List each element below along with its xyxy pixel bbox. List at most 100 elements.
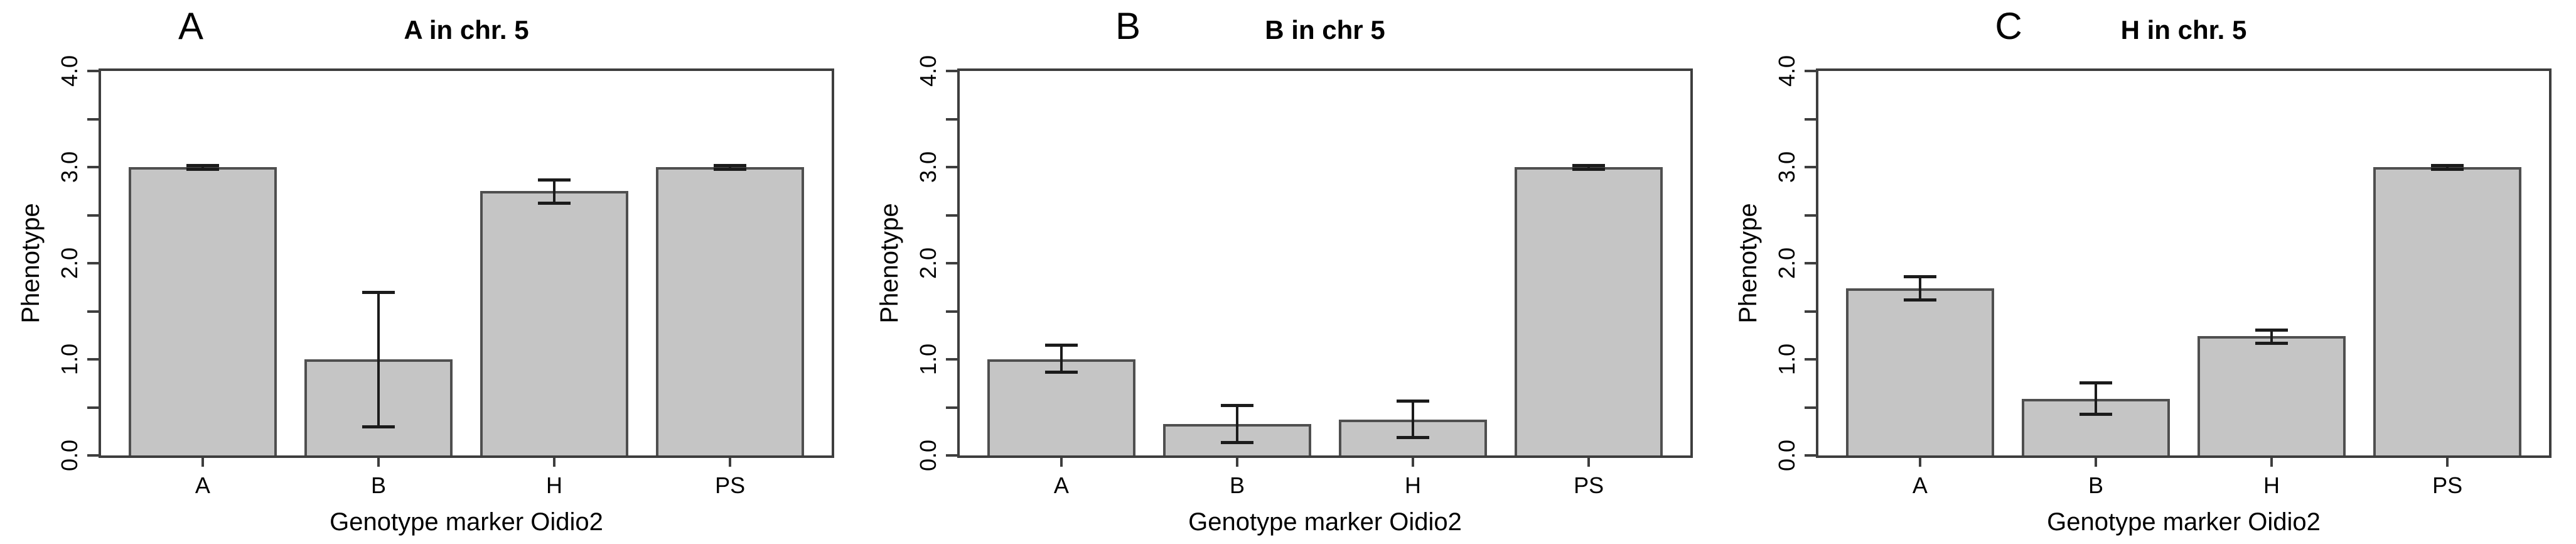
y-axis-tick-label: 3.0 [1774, 151, 1800, 183]
y-axis-tick-label: 0.0 [1774, 439, 1800, 472]
x-axis-tick-label: B [2088, 472, 2103, 498]
bar [2197, 336, 2346, 455]
x-axis-tick-label: A [1053, 472, 1069, 498]
y-axis-tick [946, 214, 957, 217]
error-bar-cap-bottom [1397, 435, 1430, 439]
error-bar-line [553, 179, 556, 203]
error-bar-cap-top [1572, 163, 1606, 167]
error-bar-line [1235, 405, 1238, 442]
error-bar-cap-top [2255, 328, 2289, 332]
error-bar-cap-top [186, 163, 219, 167]
y-axis-tick [1805, 70, 1816, 72]
error-bar-line [2094, 382, 2097, 415]
error-bar-cap-bottom [1044, 370, 1078, 374]
bar-chart-panel-A: A A in chr. 5 0.0 1.0 2.0 3.0 4.0 Phenotype A B H P… [0, 0, 859, 544]
y-axis-tick-label: 2.0 [1774, 247, 1800, 280]
y-axis-tick-label: 4.0 [1774, 55, 1800, 87]
error-bar-line [2446, 165, 2449, 170]
y-axis-tick-label: 4.0 [56, 55, 82, 87]
error-bar-cap-top [2079, 381, 2112, 384]
y-axis-tick [87, 262, 99, 264]
plot-title: B in chr 5 [1265, 15, 1385, 45]
x-axis-tick-label: A [1912, 472, 1928, 498]
x-axis-tick [553, 458, 556, 467]
y-axis-tick-label: 3.0 [56, 151, 82, 183]
x-axis-tick [1587, 458, 1591, 467]
y-axis-tick [946, 262, 957, 264]
x-axis-tick [1060, 458, 1063, 467]
y-axis-tick [87, 310, 99, 313]
x-axis-title: Genotype marker Oidio2 [330, 508, 603, 536]
error-bar-cap-top [1044, 344, 1078, 347]
plot-title: A in chr. 5 [404, 15, 529, 45]
y-axis-tick [1805, 117, 1816, 121]
panel-letter: C [1995, 5, 2022, 47]
y-axis-tick-label: 1.0 [56, 343, 82, 376]
x-axis-tick [2270, 458, 2273, 467]
x-axis-tick-label: H [546, 472, 563, 498]
bar [655, 167, 805, 455]
error-bar-cap-bottom [2431, 168, 2464, 171]
y-axis-tick-label: 2.0 [56, 247, 82, 280]
bar [480, 191, 629, 455]
x-axis-tick-label: PS [715, 472, 746, 498]
bar [1845, 288, 1995, 455]
x-axis-tick-label: H [1405, 472, 1422, 498]
plot-area: 0.0 1.0 2.0 3.0 4.0 Phenotype A B H PS Genotype ma… [1734, 55, 2552, 536]
y-axis-tick-label: 4.0 [915, 55, 941, 87]
error-bar-cap-top [1397, 399, 1430, 403]
error-bar-cap-top [538, 178, 571, 182]
error-bar-line [377, 291, 380, 427]
y-axis-tick [946, 454, 957, 457]
x-axis-tick-label: PS [2432, 472, 2463, 498]
y-axis-title: Phenotype [876, 203, 903, 324]
x-axis-tick [1918, 458, 1921, 467]
x-axis-tick [729, 458, 732, 467]
error-bar-cap-bottom [186, 168, 219, 171]
error-bar-line [729, 165, 732, 170]
y-axis-tick [1805, 406, 1816, 409]
bar-chart-panel-C: C H in chr. 5 0.0 1.0 2.0 3.0 4.0 Phenotype A B H P… [1717, 0, 2576, 544]
bar [1514, 167, 1663, 455]
error-bar-line [1587, 165, 1591, 170]
panel-letter: B [1115, 5, 1141, 47]
y-axis-tick [946, 166, 957, 168]
y-axis-tick-label: 1.0 [1774, 343, 1800, 376]
bar [987, 359, 1136, 455]
y-axis-tick [87, 166, 99, 168]
error-bar-cap-top [2431, 163, 2464, 167]
x-axis-tick [377, 458, 380, 467]
y-axis-tick [1805, 166, 1816, 168]
x-axis-tick-label: B [370, 472, 386, 498]
bar [128, 167, 277, 455]
error-bar-cap-top [714, 163, 747, 167]
panel-letter: A [178, 5, 204, 47]
y-axis-tick [946, 358, 957, 361]
x-axis-tick-label: A [195, 472, 210, 498]
y-axis-tick [946, 117, 957, 121]
x-axis-title: Genotype marker Oidio2 [1188, 508, 1462, 536]
y-axis-tick [87, 454, 99, 457]
x-axis-tick [2094, 458, 2097, 467]
x-axis-tick [201, 458, 204, 467]
bar [2373, 167, 2522, 455]
x-axis-title: Genotype marker Oidio2 [2047, 508, 2321, 536]
error-bar-line [1060, 345, 1063, 372]
error-bar-cap-bottom [2079, 413, 2112, 416]
y-axis-tick [1805, 358, 1816, 361]
plot-area: 0.0 1.0 2.0 3.0 4.0 Phenotype A B H PS Genotype ma… [876, 55, 1693, 536]
y-axis-title: Phenotype [17, 203, 45, 324]
error-bar-cap-bottom [2255, 341, 2289, 345]
error-bar-cap-bottom [538, 201, 571, 205]
y-axis-tick [87, 70, 99, 72]
y-axis-tick [1805, 214, 1816, 217]
x-axis-tick-label: PS [1574, 472, 1604, 498]
y-axis-tick [946, 310, 957, 313]
plot-title: H in chr. 5 [2120, 15, 2247, 45]
error-bar-cap-bottom [1903, 298, 1936, 302]
error-bar-cap-bottom [362, 425, 395, 429]
y-axis-tick [87, 406, 99, 409]
error-bar-cap-bottom [1220, 440, 1253, 444]
x-axis-tick [2446, 458, 2449, 467]
